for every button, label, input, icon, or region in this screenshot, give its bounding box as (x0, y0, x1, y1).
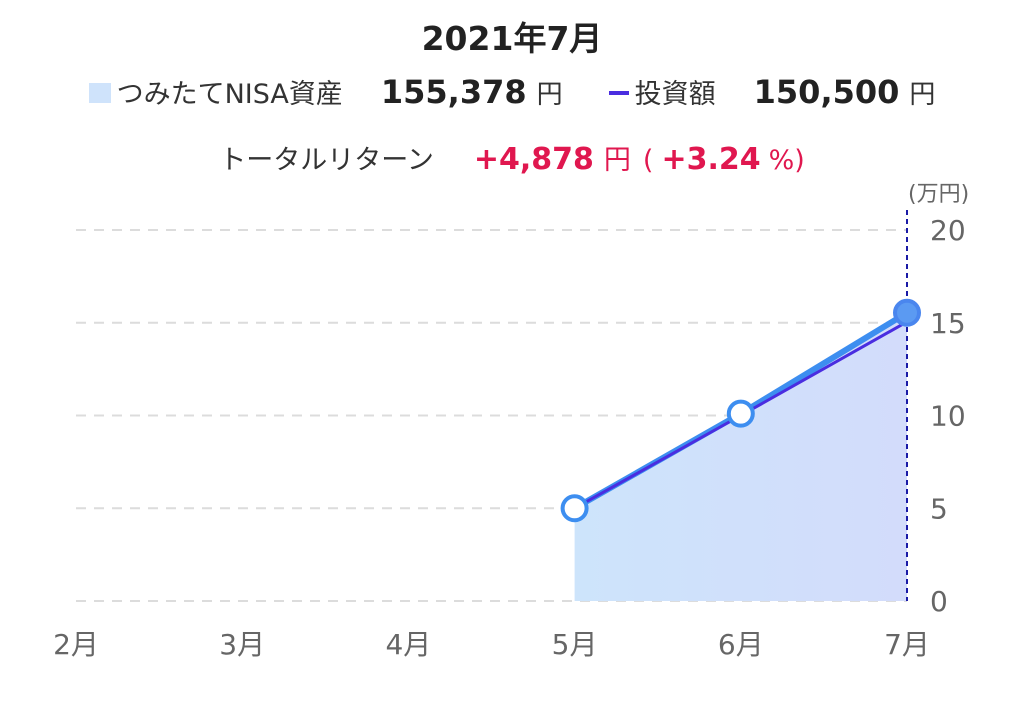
legend: つみたてNISA資産 155,378 円 投資額 150,500 円 (0, 72, 1024, 111)
y-tick-label: 15 (930, 307, 966, 340)
asset-legend-swatch (88, 83, 111, 103)
asset-area (574, 312, 907, 601)
total-return-amount-unit: 円 (603, 145, 631, 176)
y-tick-label: 0 (930, 585, 948, 618)
x-tick-label: 2月 (53, 628, 99, 661)
total-return-row: トータルリターン +4,878 円 ( +3.24 %) (0, 138, 1024, 177)
invest-legend-label: 投資額 (634, 79, 716, 110)
total-return-label: トータルリターン (219, 145, 434, 176)
invest-legend-swatch (608, 91, 629, 95)
y-unit-label: (万円) (908, 182, 969, 207)
y-tick-label: 5 (930, 492, 948, 525)
x-tick-label: 4月 (385, 628, 431, 661)
asset-legend-label: つみたてNISA資産 (116, 79, 343, 110)
total-return-paren: ( (642, 145, 654, 176)
asset-point-marker (893, 298, 921, 327)
asset-value: 155,378 (380, 73, 527, 111)
total-return-amount: +4,878 (473, 142, 594, 177)
x-tick-label: 7月 (884, 628, 930, 661)
invest-unit: 円 (909, 80, 936, 110)
asset-point-marker (560, 494, 589, 523)
x-tick-label: 6月 (718, 628, 764, 661)
y-tick-label: 10 (930, 400, 966, 433)
y-tick-label: 20 (930, 214, 966, 247)
x-tick-label: 3月 (219, 628, 265, 661)
total-return-percent: +3.24 (661, 142, 761, 177)
asset-point-marker (726, 399, 755, 428)
total-return-percent-unit: %) (768, 145, 805, 176)
x-tick-label: 5月 (552, 628, 598, 661)
chart-title: 2021年7月 (421, 19, 603, 58)
asset-unit: 円 (536, 80, 563, 110)
invest-value: 150,500 (753, 73, 900, 111)
